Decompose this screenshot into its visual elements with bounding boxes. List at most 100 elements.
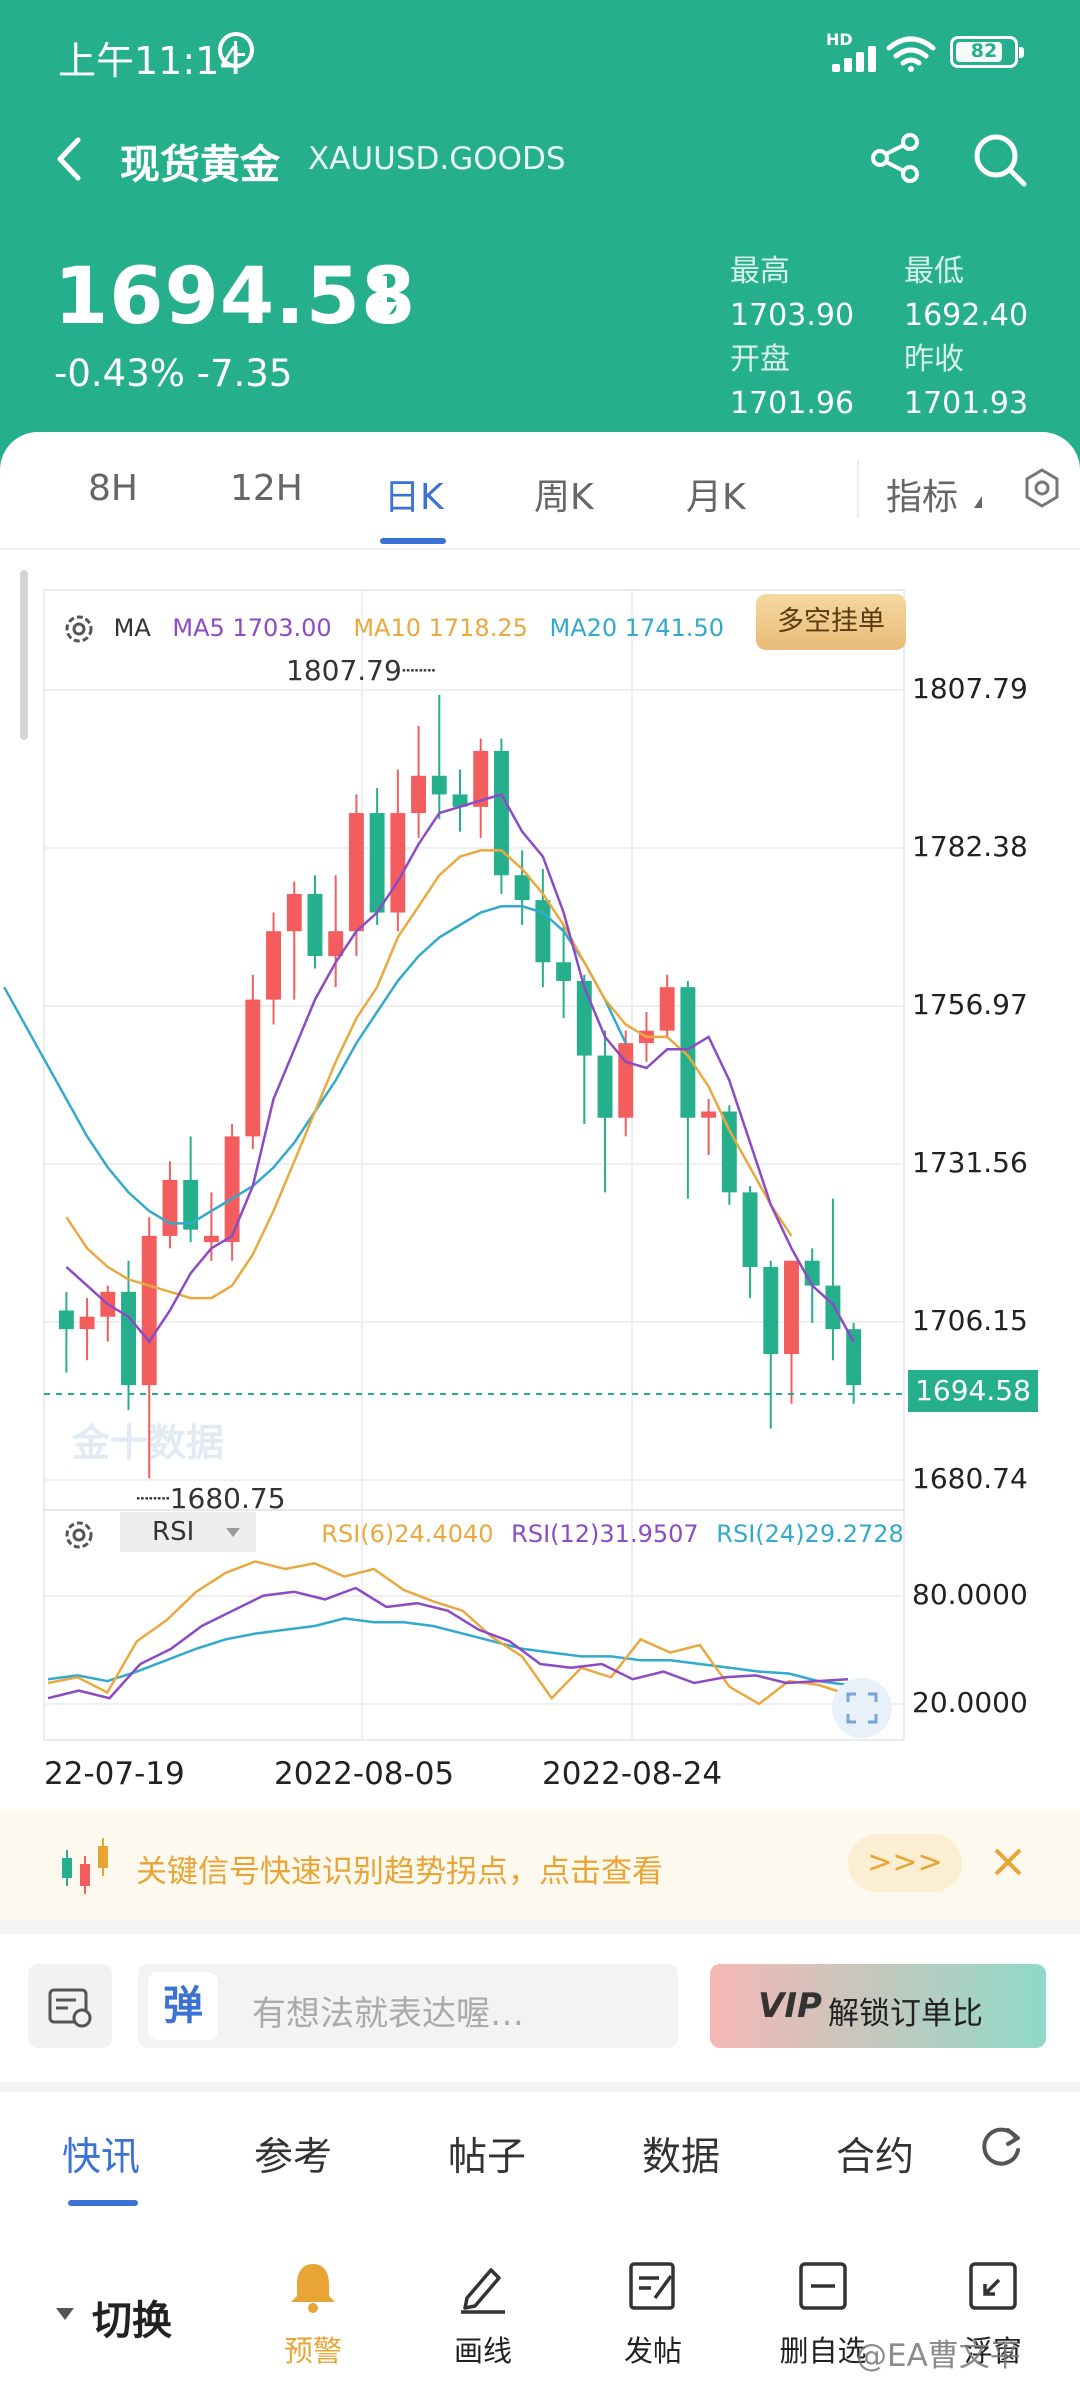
candle-body: [390, 813, 406, 913]
ma-legend: MA MA5 1703.00 MA10 1718.25 MA20 1741.50: [62, 612, 738, 646]
candlestick-chart[interactable]: 金十数据 1807.79┈┈ ┈┈1680.75: [0, 560, 1080, 1800]
ma-settings-gear-icon[interactable]: [62, 612, 96, 646]
stat-value: 1701.96: [730, 386, 855, 421]
switch-button[interactable]: 切换: [92, 2298, 172, 2344]
post-button[interactable]: 发帖: [598, 2258, 708, 2370]
switch-dropdown-icon: [56, 2308, 74, 2320]
x-tick-label: 2022-08-05: [274, 1756, 455, 1792]
ma5-line: [65, 792, 855, 1344]
rsi-settings-gear-icon[interactable]: [62, 1518, 96, 1552]
chart-scrollbar[interactable]: [20, 570, 28, 740]
page-title: 现货黄金: [120, 142, 280, 188]
pen-icon: [461, 2268, 505, 2314]
rsi6-value: RSI(6)24.4040: [321, 1520, 494, 1548]
candle-body: [369, 813, 385, 913]
alert-label: 预警: [283, 2334, 342, 2368]
candle-body: [493, 750, 509, 876]
candle-body: [535, 900, 551, 963]
search-icon[interactable]: [970, 130, 1030, 190]
y-tick-label: 1756.97: [912, 988, 1028, 1021]
back-icon[interactable]: [50, 134, 90, 184]
danmaku-logo-icon[interactable]: 弹: [148, 1972, 218, 2040]
ma-label: MA: [113, 614, 151, 642]
tab-8h[interactable]: 8H: [88, 468, 138, 509]
y-tick-label: 1807.79: [912, 672, 1028, 705]
stat-value: 1703.90: [730, 298, 855, 333]
status-time: 上午11:14: [58, 39, 244, 83]
quote-header: 上午11:14 HD 82 现货黄金 XAUUSD.GOODS: [0, 0, 1080, 470]
battery-level: 82: [970, 40, 998, 62]
banner-more-button[interactable]: >>>: [848, 1834, 962, 1892]
signal-banner[interactable]: 关键信号快速识别趋势拐点，点击查看 >>>: [0, 1810, 1080, 1920]
rsi-indicator-select[interactable]: RSI: [120, 1512, 256, 1552]
price-change: -0.43% -7.35: [54, 352, 293, 395]
refresh-icon[interactable]: [978, 2124, 1024, 2170]
banner-text: 关键信号快速识别趋势拐点，点击查看: [136, 1854, 663, 1890]
candle-body: [680, 987, 696, 1118]
remove-watchlist-button[interactable]: 删自选: [768, 2258, 878, 2370]
comment-input[interactable]: [138, 1964, 678, 2048]
candle-body: [825, 1285, 841, 1330]
draw-line-label: 画线: [453, 2334, 512, 2368]
tab-day-k[interactable]: 日K: [384, 477, 444, 518]
tab-posts[interactable]: 帖子: [448, 2135, 527, 2180]
post-icon: [629, 2262, 675, 2310]
chart-watermark: 金十数据: [71, 1421, 224, 1465]
candle-body: [804, 1260, 820, 1286]
y-tick-label: 1731.56: [912, 1146, 1028, 1179]
stat-value: 1692.40: [904, 298, 1029, 333]
down-arrow-icon: [370, 276, 398, 322]
comment-placeholder: 有想法就表达喔…: [252, 1994, 524, 2034]
unlock-order-ratio-button[interactable]: VIP 解锁订单比: [710, 1964, 1046, 2048]
wifi-icon: [886, 36, 936, 72]
high-marker: 1807.79┈┈: [286, 654, 436, 687]
fullscreen-icon[interactable]: [846, 1692, 878, 1724]
draw-line-button[interactable]: 画线: [428, 2258, 538, 2370]
candle-body: [784, 1260, 799, 1355]
ma10-value: MA10 1718.25: [353, 614, 528, 642]
candle-body: [846, 1329, 862, 1386]
stats-col-1: 最高 1703.90 开盘 1701.96: [730, 250, 854, 426]
candle-signal-icon: [62, 1838, 108, 1894]
calendar-button[interactable]: [28, 1964, 112, 2048]
last-price-tag: 1694.58: [908, 1370, 1038, 1412]
tab-data[interactable]: 数据: [642, 2135, 721, 2180]
period-tabs: 8H 12H 日K 周K 月K 指标: [0, 432, 1080, 550]
close-icon[interactable]: [990, 1844, 1026, 1880]
symbol-code: XAUUSD.GOODS: [308, 141, 566, 177]
current-price: 1694.58: [54, 252, 417, 342]
candle-body: [245, 999, 261, 1137]
candle-body: [224, 1136, 240, 1243]
x-tick-label: 22-07-19: [44, 1756, 185, 1792]
candle-body: [348, 813, 364, 932]
tab-reference[interactable]: 参考: [254, 2135, 333, 2180]
status-bar: 上午11:14 HD 82: [0, 0, 1080, 100]
candle-body: [721, 1111, 737, 1193]
settings-gear-icon[interactable]: [1022, 468, 1062, 508]
stats-col-2: 最低 1692.40 昨收 1701.93: [904, 250, 1028, 426]
float-window-button[interactable]: 浮窗: [938, 2258, 1048, 2370]
network-type: HD: [826, 30, 853, 49]
tab-12h[interactable]: 12H: [230, 468, 303, 509]
fullscreen-button-bg: [832, 1678, 892, 1738]
rsi12-value: RSI(12)31.9507: [511, 1520, 699, 1548]
candle-body: [266, 931, 281, 1000]
stat-label: 最低: [904, 254, 964, 289]
candle-body: [742, 1192, 758, 1267]
candle-body: [514, 875, 530, 901]
candle-body: [286, 893, 302, 932]
stat-label: 开盘: [730, 342, 790, 377]
tab-flash-news[interactable]: 快讯: [62, 2135, 141, 2180]
candle-body: [162, 1179, 178, 1236]
share-icon[interactable]: [868, 130, 924, 186]
long-short-orders-button[interactable]: 多空挂单: [756, 594, 906, 650]
tab-contract[interactable]: 合约: [836, 2135, 915, 2180]
tab-week-k[interactable]: 周K: [534, 477, 594, 518]
indicator-menu[interactable]: 指标: [886, 477, 959, 518]
tab-month-k[interactable]: 月K: [686, 477, 746, 518]
candle-body: [141, 1235, 157, 1386]
candle-body: [659, 987, 675, 1031]
alert-button[interactable]: 预警: [258, 2258, 368, 2370]
ma20-value: MA20 1741.50: [549, 614, 725, 642]
ma5-value: MA5 1703.00: [172, 614, 332, 642]
